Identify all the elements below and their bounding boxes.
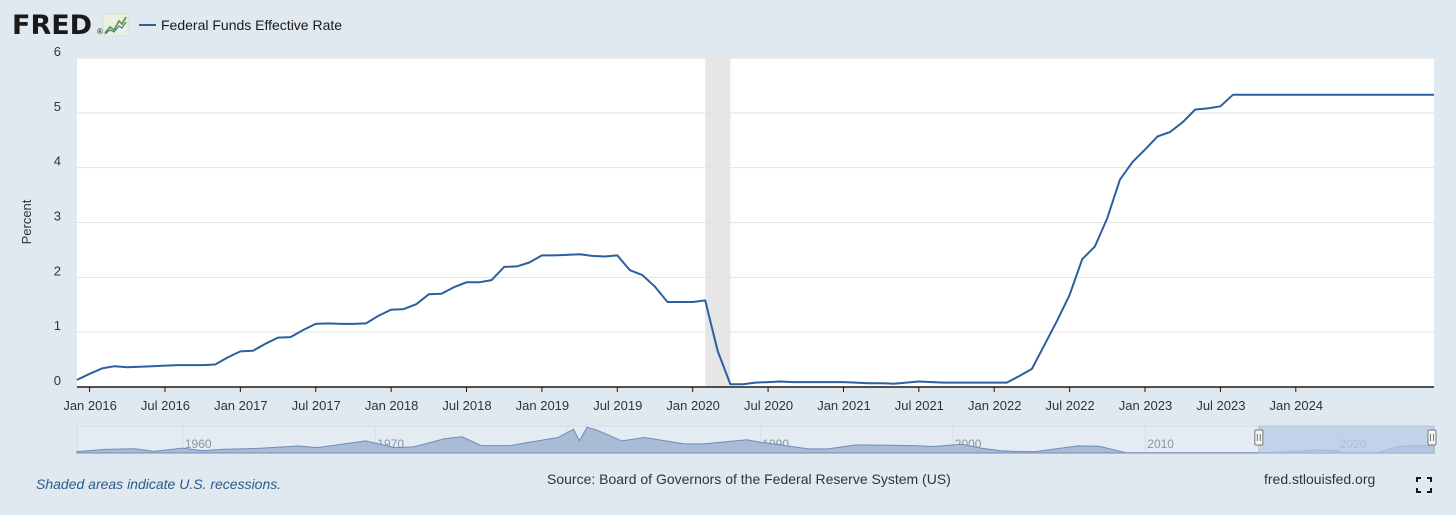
y-tick-label-5: 5 [54, 99, 61, 114]
y-tick-label-2: 2 [54, 263, 61, 278]
x-tick-label-5: Jul 2018 [442, 398, 491, 413]
navigator-handle-left[interactable] [1254, 429, 1264, 446]
y-tick-label-0: 0 [54, 373, 61, 388]
y-axis-label: Percent [19, 199, 34, 244]
x-tick-label-0: Jan 2016 [63, 398, 117, 413]
x-tick-label-10: Jan 2021 [817, 398, 871, 413]
x-tick-label-14: Jan 2023 [1119, 398, 1173, 413]
legend-label: Federal Funds Effective Rate [161, 17, 342, 33]
fred-logo[interactable]: FRED ® [12, 10, 129, 41]
fred-logo-text: FRED [12, 10, 92, 41]
navigator-handle-right[interactable] [1427, 429, 1437, 446]
nav-handle-right-grip[interactable] [1427, 429, 1437, 446]
navigator-tick-label-5: 2010 [1147, 437, 1174, 451]
y-tick-label-3: 3 [54, 209, 61, 224]
x-tick-label-2: Jan 2017 [214, 398, 268, 413]
y-tick-label-1: 1 [54, 318, 61, 333]
recession-note: Shaded areas indicate U.S. recessions. [36, 476, 282, 492]
fullscreen-icon[interactable] [1416, 477, 1432, 493]
x-tick-label-12: Jan 2022 [968, 398, 1022, 413]
x-tick-label-4: Jan 2018 [365, 398, 419, 413]
navigator-tick-label-0: 1960 [185, 437, 212, 451]
legend: Federal Funds Effective Rate [139, 17, 342, 33]
x-axis-ticks: Jan 2016 Jul 2016 Jan 2017 Jul 2017 Jan 2018… [63, 387, 1323, 413]
y-tick-label-4: 4 [54, 154, 61, 169]
x-tick-label-13: Jul 2022 [1046, 398, 1095, 413]
series-line-fed-funds [76, 93, 1434, 386]
x-tick-label-8: Jan 2020 [666, 398, 720, 413]
x-tick-label-9: Jul 2020 [744, 398, 793, 413]
y-tick-label-6: 6 [54, 44, 61, 59]
source-text: Source: Board of Governors of the Federa… [547, 471, 951, 487]
x-tick-label-15: Jul 2023 [1196, 398, 1245, 413]
grid-lines [77, 57, 1434, 333]
site-link[interactable]: fred.stlouisfed.org [1264, 471, 1376, 487]
x-tick-label-7: Jul 2019 [593, 398, 642, 413]
y-axis-ticks: 0 1 2 3 4 5 6 [54, 44, 61, 388]
x-tick-label-16: Jan 2024 [1270, 398, 1324, 413]
x-tick-label-6: Jan 2019 [516, 398, 570, 413]
line-chart-icon [102, 13, 129, 37]
x-tick-label-3: Jul 2017 [292, 398, 341, 413]
fred-logo-mark: ® [97, 27, 103, 36]
x-tick-label-1: Jul 2016 [141, 398, 190, 413]
navigator-selected-range[interactable] [1258, 425, 1435, 454]
x-tick-label-11: Jul 2021 [895, 398, 944, 413]
range-navigator[interactable]: 1960197019801990200020102020 [76, 425, 1437, 454]
nav-handle-left-grip[interactable] [1254, 429, 1264, 446]
